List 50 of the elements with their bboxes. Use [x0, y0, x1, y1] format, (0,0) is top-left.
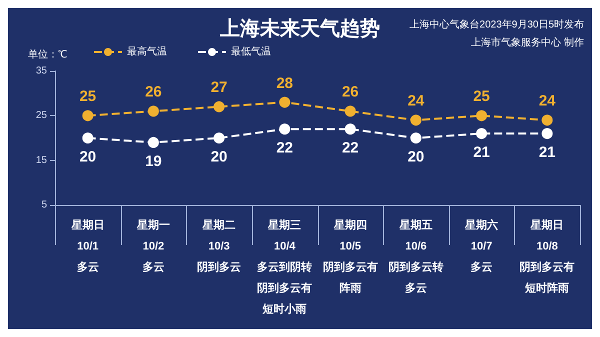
data-label: 20	[210, 148, 228, 166]
point	[476, 128, 488, 140]
data-label: 25	[79, 88, 96, 106]
chart-title: 上海未来天气趋势	[219, 18, 380, 40]
data-label: 21	[473, 144, 490, 162]
data-label: 20	[408, 148, 424, 166]
x-tick-label: 星期五 10/6 阴到多云转多云	[388, 218, 444, 294]
data-label: 25	[473, 88, 490, 106]
x-tick-label: 星期六 10/7 多云	[464, 218, 498, 274]
y-axis-title: 单位：℃	[28, 48, 67, 60]
data-label: 20	[79, 148, 96, 166]
text: 上海中心气象台2023年9月30日5时发布	[410, 18, 584, 30]
legend-label: 最低气温	[231, 46, 271, 58]
data-label: 19	[145, 152, 162, 170]
point	[214, 101, 225, 112]
point	[410, 132, 422, 144]
point	[82, 110, 94, 122]
data-label: 27	[210, 79, 228, 96]
point	[148, 106, 159, 117]
x-tick-label: 星期四 10/5 阴到多云有阵雨	[322, 218, 378, 294]
x-tick-label: 星期日 10/8 阴到多云有短时阵雨	[520, 218, 575, 294]
point	[279, 96, 290, 108]
point	[476, 110, 488, 122]
text: 上海市气象服务中心 制作	[471, 36, 584, 48]
y-tick-label: 5	[41, 200, 48, 210]
y-tick-label: 15	[36, 154, 48, 166]
data-label: 22	[342, 140, 359, 157]
data-label: 24	[538, 92, 556, 110]
data-label: 26	[342, 84, 359, 101]
point	[542, 128, 553, 140]
data-label: 21	[538, 144, 556, 162]
data-label: 26	[145, 84, 162, 101]
data-label: 24	[408, 92, 425, 110]
x-tick-label: 星期二 10/3 阴到多云	[197, 218, 242, 274]
y-tick-label: 35	[36, 66, 48, 76]
point	[542, 114, 553, 126]
x-tick-label: 星期三 10/4 多云到阴转阴到多云有短时小雨	[257, 218, 312, 316]
point	[214, 132, 225, 144]
data-label: 22	[276, 140, 294, 157]
point	[344, 124, 356, 135]
point	[82, 132, 94, 144]
point	[410, 114, 422, 126]
point	[279, 124, 290, 135]
data-label: 28	[276, 74, 294, 92]
point	[344, 106, 356, 117]
point	[148, 136, 159, 148]
x-tick-label: 星期一 10/2 多云	[136, 218, 170, 274]
x-tick-label: 星期日 10/1 多云	[70, 218, 104, 274]
legend-label: 最高气温	[127, 46, 167, 58]
y-tick-label: 25	[36, 110, 48, 122]
